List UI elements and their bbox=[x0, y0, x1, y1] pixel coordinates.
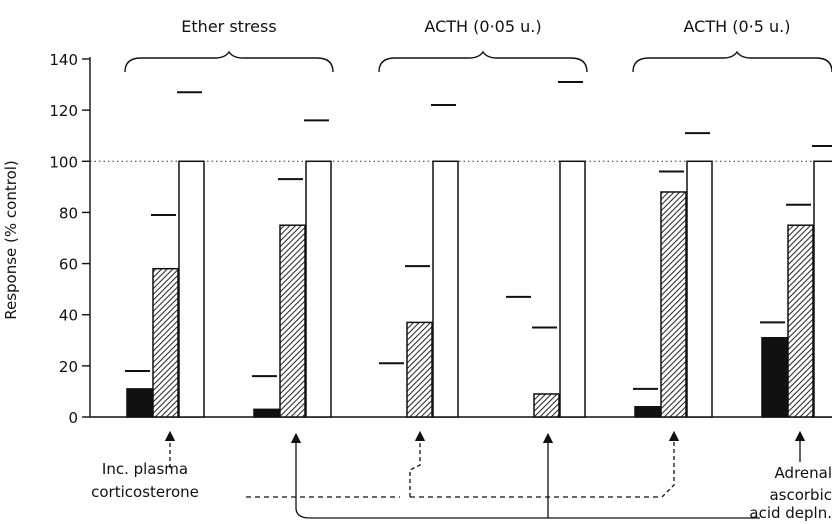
bar-g1-c1-black bbox=[126, 388, 153, 418]
annotation-left-line-2: corticosterone bbox=[91, 483, 199, 501]
y-tick-label-60: 60 bbox=[59, 256, 78, 274]
bar-g1-c2-hatched bbox=[279, 224, 306, 418]
bar-g2-c2-hatched bbox=[533, 393, 560, 418]
bar-g1-c2-white bbox=[305, 160, 332, 418]
annotation-right: Adrenal ascorbic acid depln. bbox=[749, 464, 832, 522]
annotation-right-line-3: acid depln. bbox=[749, 504, 832, 522]
group-brace-3 bbox=[632, 50, 832, 73]
annotation-left-line-1: Inc. plasma bbox=[102, 460, 188, 478]
y-axis-label: Response (% control) bbox=[2, 160, 20, 320]
group-label-2: ACTH (0·05 u.) bbox=[424, 17, 541, 36]
error-marks bbox=[125, 81, 832, 390]
annotation-right-line-1: Adrenal bbox=[775, 464, 832, 482]
group-brace-1 bbox=[124, 50, 334, 73]
bar-g2-c1-hatched bbox=[406, 321, 433, 418]
bar-g3-c2-white bbox=[813, 160, 832, 418]
y-tick-label-20: 20 bbox=[59, 358, 78, 376]
bar-g2-c2-white bbox=[559, 160, 586, 418]
y-tick-label-0: 0 bbox=[68, 409, 78, 427]
arrow-to-cluster-5 bbox=[661, 430, 680, 498]
y-tick-label-80: 80 bbox=[59, 204, 78, 222]
bar-g3-c1-black bbox=[634, 406, 661, 418]
solid-connector-bottom bbox=[295, 507, 760, 519]
bar-g3-c1-hatched bbox=[660, 191, 687, 418]
annotation-right-line-2: ascorbic bbox=[769, 486, 832, 504]
bars bbox=[126, 160, 832, 418]
y-tick-label-120: 120 bbox=[49, 102, 78, 120]
arrow-to-cluster-3 bbox=[409, 430, 426, 497]
group-labels: Ether stress ACTH (0·05 u.) ACTH (0·5 u.) bbox=[124, 17, 832, 73]
bar-g1-c1-white bbox=[178, 160, 205, 418]
bar-g1-c1-hatched bbox=[152, 267, 179, 418]
bar-g3-c2-black bbox=[761, 336, 788, 418]
group-label-3: ACTH (0·5 u.) bbox=[684, 17, 791, 36]
bar-g1-c2-black bbox=[253, 408, 280, 418]
group-brace-2 bbox=[378, 50, 588, 73]
y-tick-label-140: 140 bbox=[49, 51, 78, 69]
annotation-left: Inc. plasma corticosterone bbox=[91, 460, 199, 501]
annotation-arrows bbox=[164, 430, 806, 519]
bar-g3-c1-white bbox=[686, 160, 713, 418]
y-tick-label-40: 40 bbox=[59, 307, 78, 325]
bar-g2-c1-white bbox=[432, 160, 459, 418]
y-tick-label-100: 100 bbox=[49, 153, 78, 171]
group-label-1: Ether stress bbox=[181, 17, 276, 36]
y-axis: 0 20 40 60 80 100 120 140 bbox=[49, 51, 832, 427]
bar-g3-c2-hatched bbox=[787, 224, 814, 418]
